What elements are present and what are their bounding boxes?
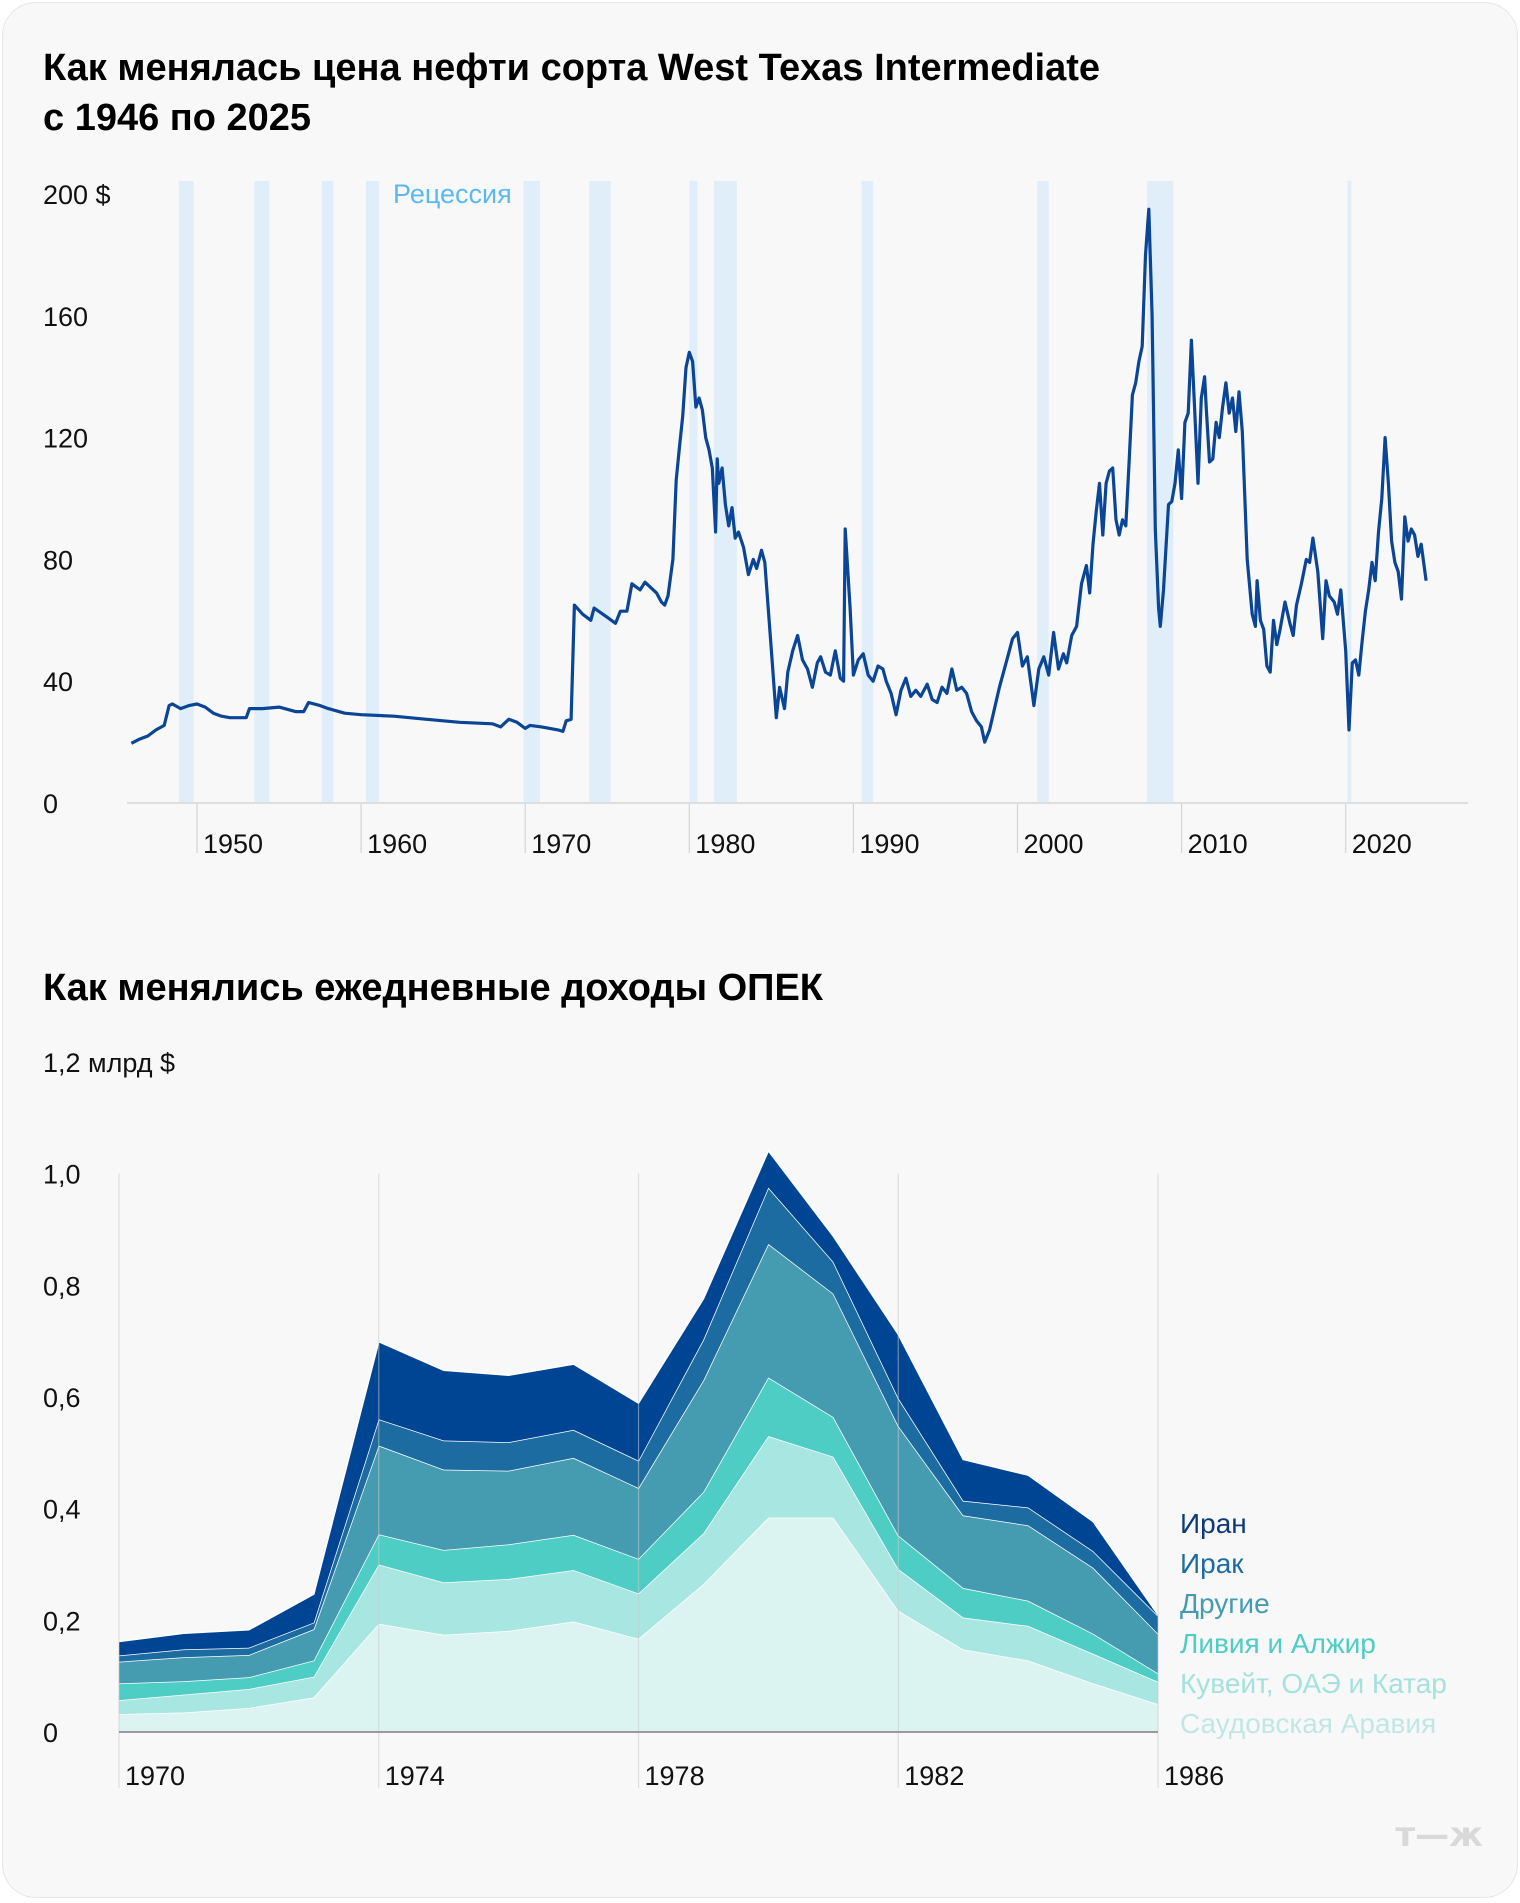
x-tick-label: 2020 [1352, 829, 1412, 859]
y-tick-label: 1,2 млрд $ [43, 1048, 175, 1078]
x-tick-label: 1990 [859, 829, 919, 859]
x-tick-label: 1960 [367, 829, 427, 859]
y-tick-label: 0,4 [43, 1495, 81, 1525]
recession-band [523, 181, 540, 803]
recession-band [1037, 181, 1049, 803]
legend-item: Ирак [1180, 1548, 1244, 1579]
legend-item: Иран [1180, 1508, 1247, 1539]
x-tick-label: 1950 [203, 829, 263, 859]
y-tick-label: 0,2 [43, 1606, 81, 1636]
y-tick-label: 1,0 [43, 1160, 81, 1190]
recession-band [366, 181, 380, 803]
recession-band [861, 181, 874, 803]
y-tick-label: 120 [43, 424, 88, 454]
x-tick-label: 1986 [1164, 1761, 1224, 1791]
charts-canvas: Как менялась цена нефти сорта West Texas… [43, 47, 1483, 1855]
x-tick-label: 2010 [1188, 829, 1248, 859]
chart-title: Как менялись ежедневные доходы ОПЕК [43, 967, 824, 1009]
x-axis-ticks: 1970 1974 1978 1982 1986 [118, 1173, 1224, 1791]
recession-band [178, 181, 194, 803]
y-axis-ticks: 0 40 80 120 160 200 $ [43, 180, 111, 819]
chart-title-line-1: Как менялась цена нефти сорта West Texas… [43, 47, 1100, 89]
recession-band [689, 181, 698, 803]
legend-item: Кувейт, ОАЭ и Катар [1180, 1668, 1447, 1699]
y-tick-label: 0,6 [43, 1383, 81, 1413]
y-axis-ticks: 0 0,2 0,4 0,6 0,8 1,0 1,2 млрд $ [43, 1048, 175, 1748]
x-tick-label: 1970 [125, 1761, 185, 1791]
y-tick-label: 0,8 [43, 1271, 81, 1301]
chart-title-line-2: с 1946 по 2025 [43, 97, 311, 139]
y-tick-label: 40 [43, 667, 73, 697]
recession-band [1347, 181, 1352, 803]
tzh-logo: т—ж [1395, 1815, 1483, 1855]
x-tick-label: 1974 [385, 1761, 445, 1791]
x-tick-label: 1980 [695, 829, 755, 859]
legend-item: Саудовская Аравия [1180, 1708, 1436, 1739]
recession-band [589, 181, 611, 803]
legend-item: Другие [1180, 1588, 1270, 1619]
y-tick-label: 160 [43, 302, 88, 332]
x-axis-ticks: 1950 1960 1970 1980 1990 2000 2010 2020 [196, 803, 1412, 859]
wti-price-line [130, 207, 1428, 745]
y-tick-label: 200 $ [43, 180, 111, 210]
y-tick-label: 0 [43, 1718, 58, 1748]
x-tick-label: 2000 [1024, 829, 1084, 859]
legend: Иран Ирак Другие Ливия и Алжир Кувейт, ОАЭ и… [1180, 1508, 1447, 1739]
recession-band [254, 181, 270, 803]
recession-band [321, 181, 334, 803]
legend-item: Ливия и Алжир [1180, 1628, 1376, 1659]
x-tick-label: 1978 [645, 1761, 705, 1791]
recession-label: Рецессия [393, 179, 512, 209]
x-tick-label: 1970 [531, 829, 591, 859]
y-tick-label: 80 [43, 545, 73, 575]
y-tick-label: 0 [43, 789, 58, 819]
recession-bands [178, 181, 1352, 803]
x-tick-label: 1982 [904, 1761, 964, 1791]
logo-text: т—ж [1395, 1815, 1483, 1855]
oil-price-chart: Как менялась цена нефти сорта West Texas… [43, 47, 1468, 859]
opec-revenue-chart: Как менялись ежедневные доходы ОПЕК 0 0,2… [43, 967, 1447, 1791]
